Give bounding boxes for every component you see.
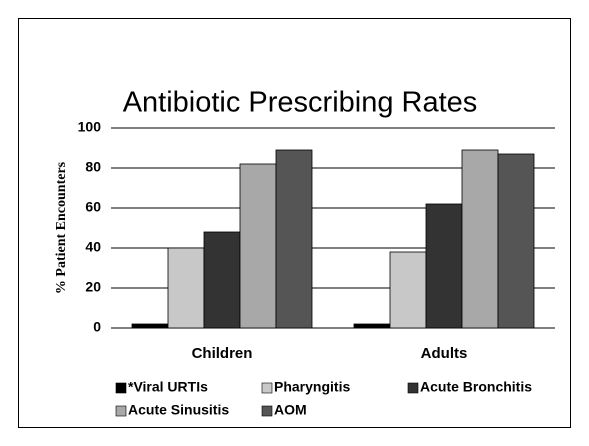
y-axis-label: % Patient Encounters: [54, 161, 69, 294]
slide-border: [18, 18, 571, 428]
chart-title: Antibiotic Prescribing Rates: [123, 87, 478, 119]
legend-swatch: [115, 405, 127, 417]
x-tick-label: Children: [192, 345, 253, 362]
bar: [497, 153, 535, 329]
bar: [203, 231, 241, 329]
y-tick-label: 0: [93, 319, 101, 335]
legend-label: *Viral URTIs: [128, 379, 208, 395]
legend-swatch: [407, 382, 419, 394]
y-tick-label: 100: [78, 119, 102, 135]
y-tick-label: 60: [85, 199, 101, 215]
bar: [389, 251, 427, 329]
bar: [131, 323, 169, 329]
legend-swatch: [261, 405, 273, 417]
y-tick-label: 80: [85, 159, 101, 175]
legend: *Viral URTIs Pharyngitis Acute Bronchitis A…: [115, 379, 532, 418]
legend-label: AOM: [274, 402, 307, 418]
bar: [275, 149, 313, 329]
bar: [353, 323, 391, 329]
x-tick-label: Adults: [421, 345, 468, 362]
legend-swatch: [115, 382, 127, 394]
bar: [239, 163, 277, 329]
legend-label: Acute Sinusitis: [128, 402, 229, 418]
legend-label: Pharyngitis: [274, 379, 350, 395]
legend-swatch: [261, 382, 273, 394]
y-tick-label: 20: [85, 279, 101, 295]
bar: [461, 149, 499, 329]
y-tick-label: 40: [85, 239, 101, 255]
bar: [425, 203, 463, 329]
legend-label: Acute Bronchitis: [420, 379, 532, 395]
bar: [167, 247, 205, 329]
